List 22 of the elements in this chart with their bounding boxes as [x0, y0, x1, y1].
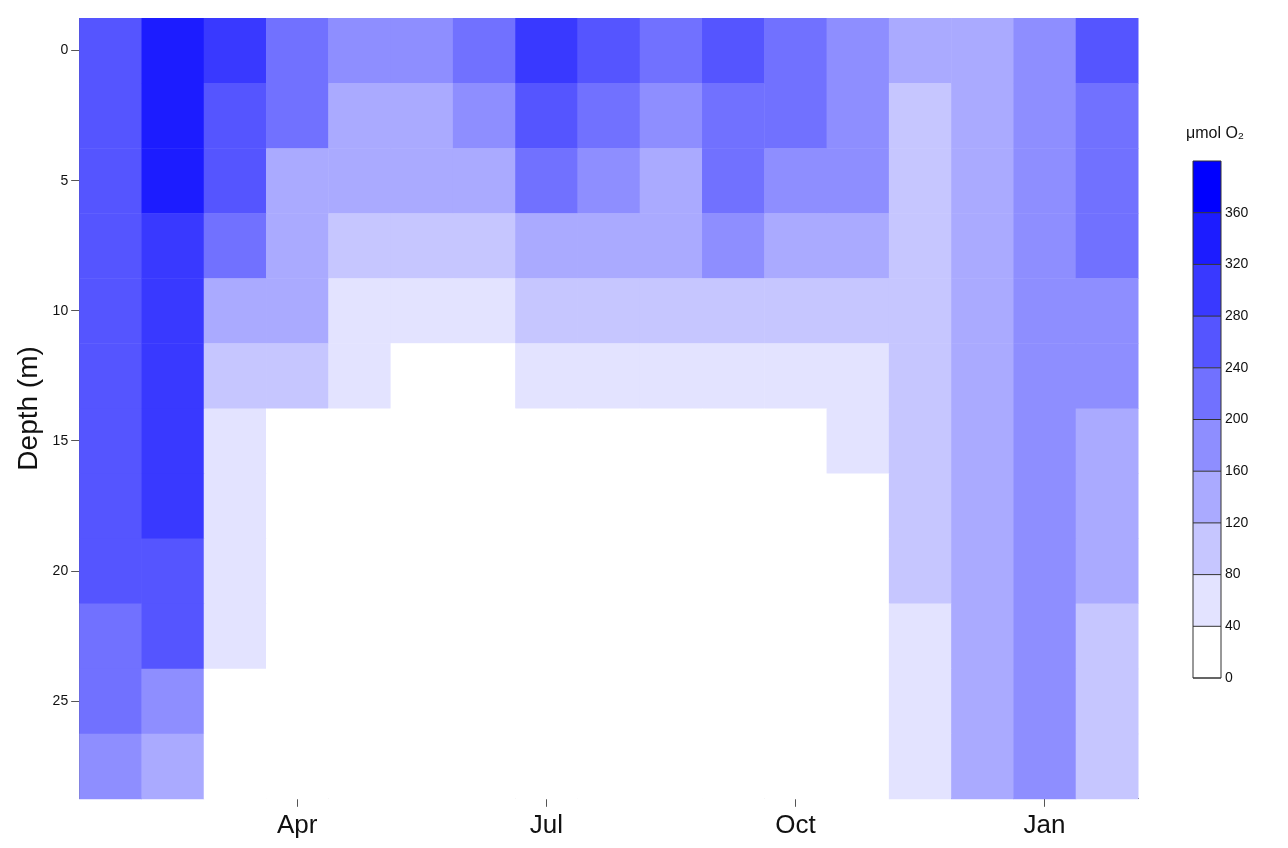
color-bar-label: 320 [1225, 255, 1249, 272]
color-bar-label: 240 [1225, 358, 1249, 375]
x-tick-label: Jul [529, 808, 563, 839]
color-bar-label: 0 [1225, 668, 1233, 685]
color-bar-title: μmol O₂ [1185, 124, 1245, 141]
x-tick-label: Jan [1023, 808, 1066, 839]
y-tick-label: 5 [60, 171, 69, 188]
x-tick-label: Apr [276, 808, 318, 839]
y-tick-label: 0 [60, 41, 69, 58]
color-bar-label: 80 [1225, 565, 1241, 582]
color-bar-label: 160 [1225, 462, 1249, 479]
y-axis-title: Depth (m) [11, 346, 43, 471]
color-bar-label: 40 [1225, 617, 1241, 634]
y-tick-label: 25 [52, 692, 69, 709]
color-bar-label: 280 [1225, 306, 1249, 323]
y-tick-label: 20 [52, 561, 69, 578]
y-tick-label: 10 [52, 301, 69, 318]
color-bar-label: 360 [1225, 203, 1249, 220]
color-bar-label: 120 [1225, 513, 1249, 530]
color-bar-label: 200 [1225, 410, 1249, 427]
y-tick-label: 15 [52, 431, 69, 448]
x-tick-label: Oct [775, 808, 817, 839]
